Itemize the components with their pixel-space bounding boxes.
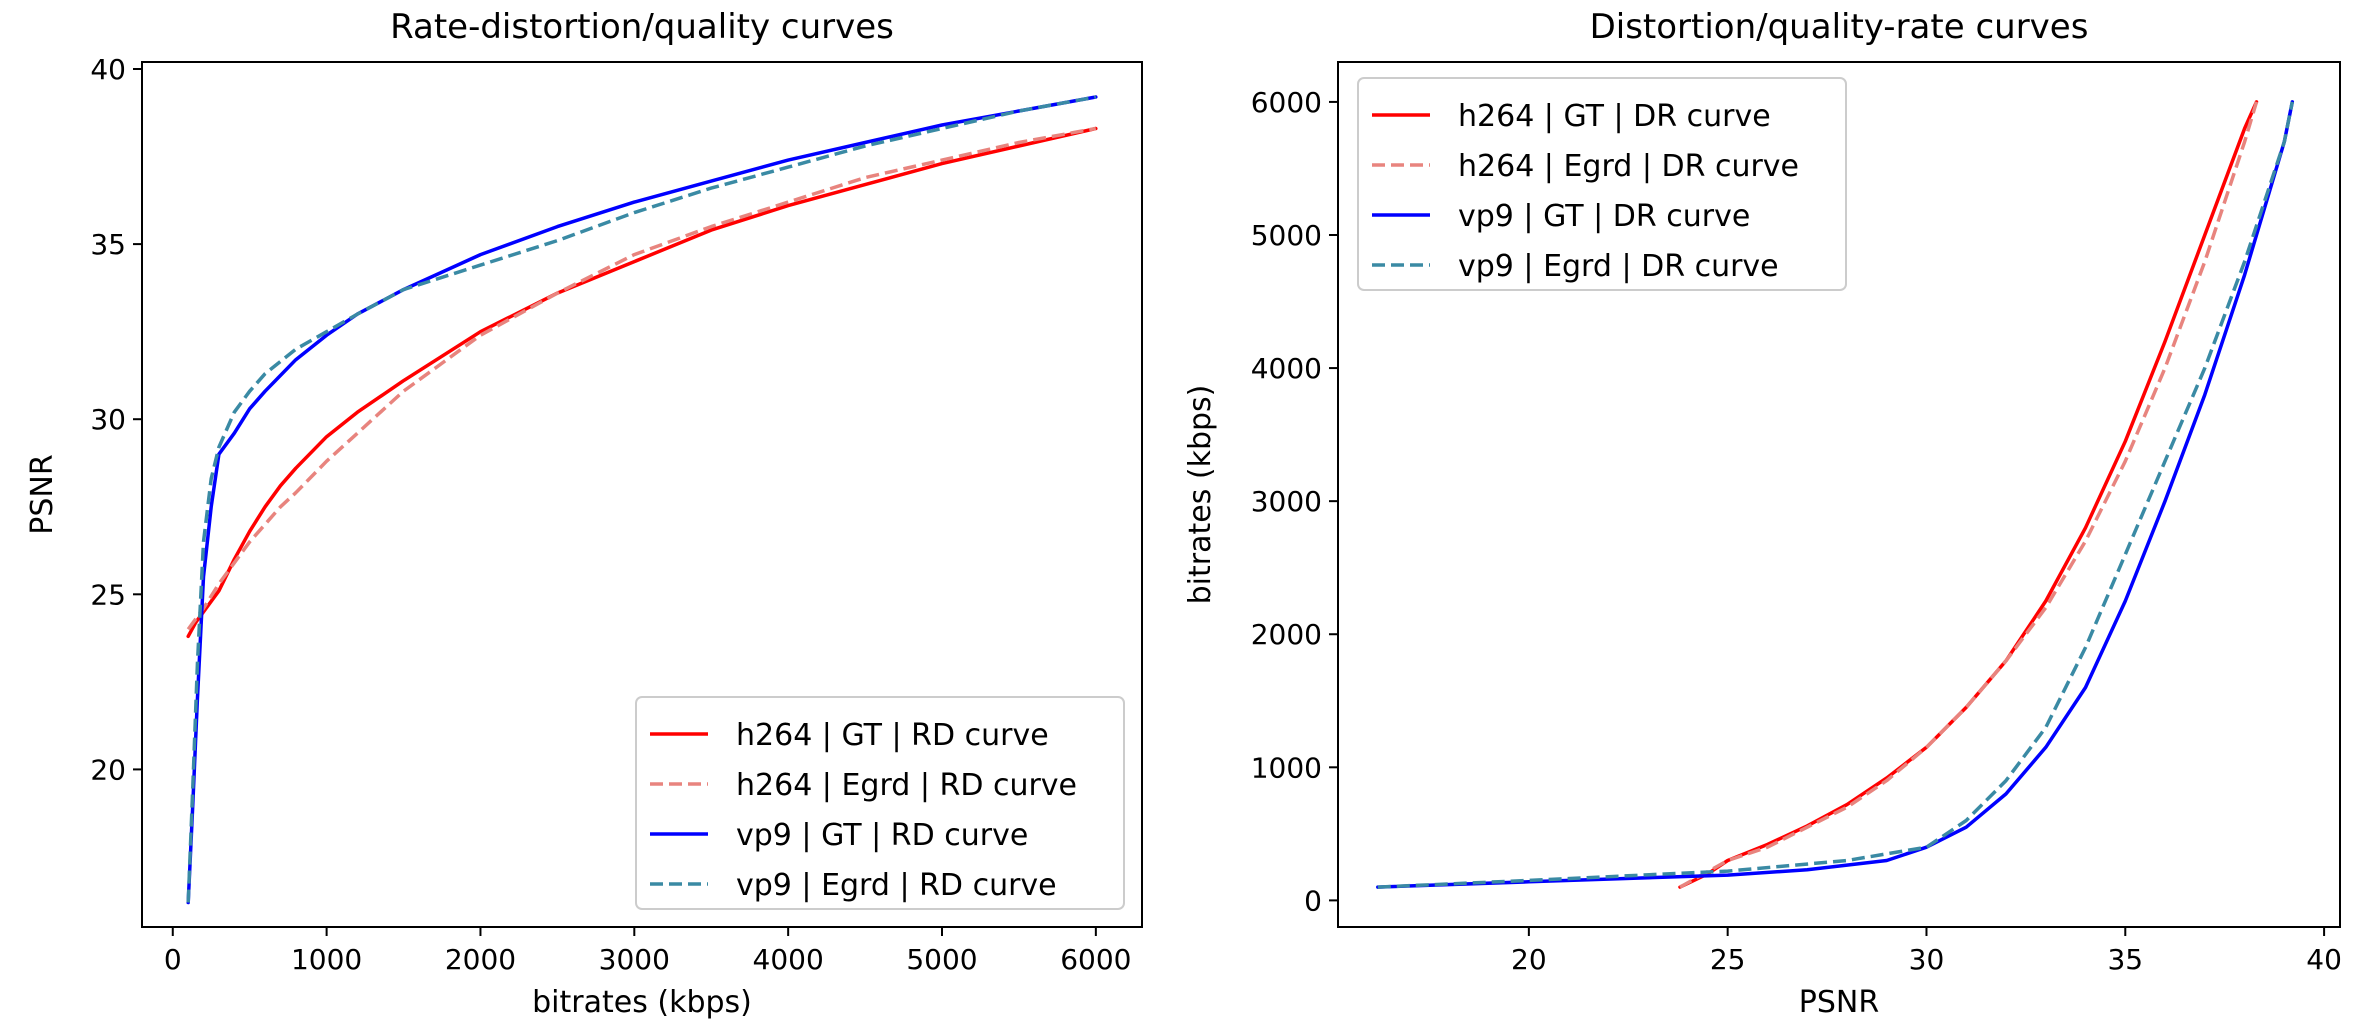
y-tick-label: 25 (90, 578, 126, 611)
x-axis-label: PSNR (1799, 985, 1879, 1020)
x-tick-label: 5000 (906, 943, 977, 976)
series-line-3 (186, 95, 1097, 903)
legend-entry: h264 | Egrd | RD curve (736, 768, 1077, 803)
distortion-rate-chart: Distortion/quality-rate curves 20 25 30 35 40… (1183, 7, 2342, 1020)
series-line-1 (186, 126, 1097, 631)
y-tick-label: 6000 (1251, 86, 1322, 119)
legend-entry: vp9 | GT | DR curve (1458, 199, 1750, 234)
legend-entry: vp9 | GT | RD curve (736, 818, 1028, 853)
y-tick-label: 5000 (1251, 219, 1322, 252)
y-tick-label: 40 (90, 53, 126, 86)
series-lines (186, 95, 1098, 905)
legend: h264 | GT | DR curve h264 | Egrd | DR cur… (1357, 77, 1847, 291)
y-tick-label: 1000 (1251, 751, 1322, 784)
x-tick-label: 6000 (1060, 943, 1131, 976)
x-tick-label: 4000 (753, 943, 824, 976)
plot-frame (141, 61, 1143, 928)
y-tick-label: 3000 (1251, 485, 1322, 518)
chart-title: Rate-distortion/quality curves (390, 7, 894, 47)
y-axis-label: PSNR (25, 454, 60, 534)
series-line-1 (1679, 101, 2259, 889)
series-lines (1376, 100, 2295, 889)
x-axis-label: bitrates (kbps) (532, 985, 752, 1020)
x-tick-label: 30 (1909, 943, 1945, 976)
legend: h264 | GT | RD curve h264 | Egrd | RD cur… (635, 696, 1125, 910)
y-tick-label: 2000 (1251, 618, 1322, 651)
y-tick-label: 20 (90, 753, 126, 786)
x-tick-label: 3000 (599, 943, 670, 976)
legend-entry: vp9 | Egrd | DR curve (1458, 249, 1779, 284)
x-tick-label: 1000 (291, 943, 362, 976)
y-tick-label: 35 (90, 228, 126, 261)
x-tick-label: 20 (1511, 943, 1547, 976)
series-line-3 (1377, 101, 2295, 889)
y-tick-label: 30 (90, 403, 126, 436)
y-tick-label: 4000 (1251, 352, 1322, 385)
x-tick-label: 35 (2107, 943, 2143, 976)
plot-frame (1337, 61, 2341, 928)
series-line-0 (186, 126, 1098, 639)
legend-box (1357, 77, 1847, 291)
rate-distortion-chart: Rate-distortion/quality curves 0 1000 2000 3… (25, 7, 1143, 1020)
legend-box (635, 696, 1125, 910)
legend-entry: h264 | Egrd | DR curve (1458, 149, 1799, 184)
y-tick-label: 0 (1304, 884, 1322, 917)
x-tick-label: 40 (2306, 943, 2342, 976)
x-tick-label: 25 (1710, 943, 1746, 976)
series-line-2 (1376, 100, 2295, 889)
legend-entry: h264 | GT | DR curve (1458, 99, 1771, 134)
legend-entry: vp9 | Egrd | RD curve (736, 868, 1057, 903)
chart-title: Distortion/quality-rate curves (1590, 7, 2089, 47)
x-tick-label: 2000 (445, 943, 516, 976)
y-axis-label: bitrates (kbps) (1183, 385, 1218, 605)
legend-entry: h264 | GT | RD curve (736, 718, 1049, 753)
x-tick-label: 0 (164, 943, 182, 976)
